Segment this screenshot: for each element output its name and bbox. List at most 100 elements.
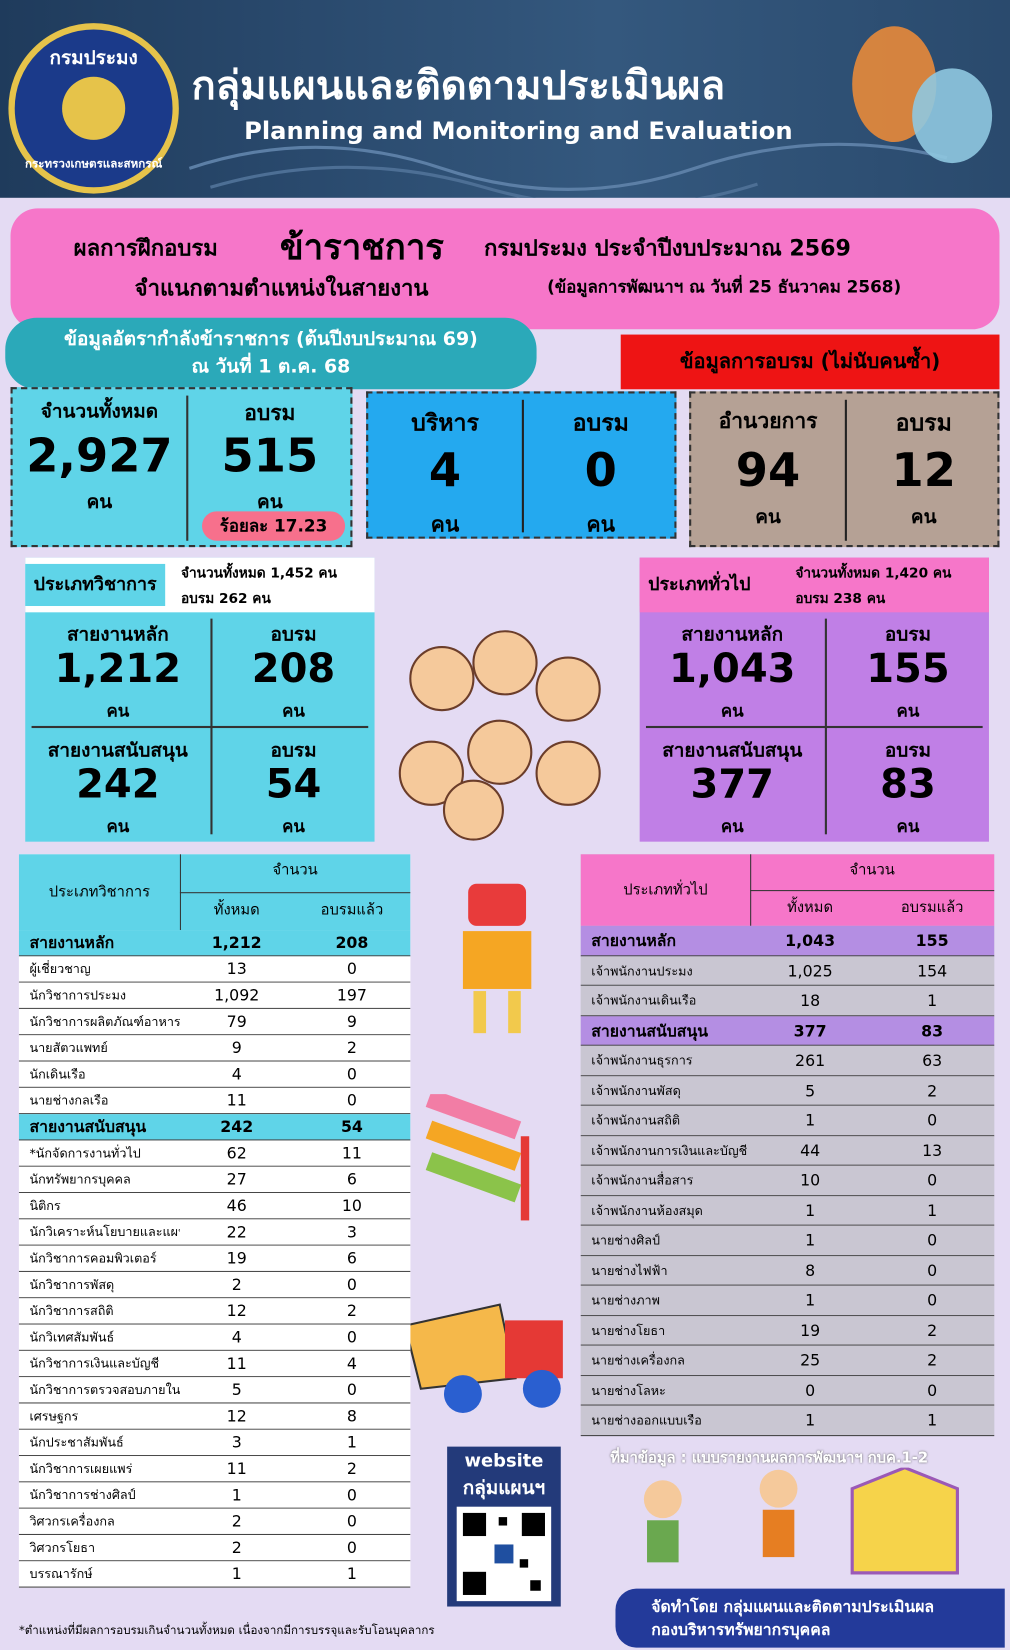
cell-value: 242 [220,1117,254,1137]
cell-label: เจ้าพนักงานประมง [591,963,693,978]
cell-label: อบรม [270,623,317,646]
cell-value: 155 [866,644,950,692]
cell-value: 2 [346,1301,357,1321]
cell-value: 13 [922,1140,943,1160]
cell-label: นักวิชาการช่างศิลป์ [29,1487,136,1503]
table-row: นักทรัพยากรบุคคล 27 6 [18,1166,411,1194]
cell-value: 1,025 [787,961,833,981]
header-trained: อบรมแล้ว [900,899,964,917]
rate-line2: ณ วันที่ 1 ต.ค. 68 [191,355,351,378]
cell-value: 6 [346,1248,357,1268]
table-row: เจ้าพนักงานเดินเรือ 18 1 [580,985,995,1016]
cell-label: วิศวกรโยธา [29,1540,96,1555]
cell-value: 5 [805,1081,816,1100]
unit: คน [755,506,781,529]
unit: คน [720,816,744,837]
cell-value: 62 [226,1143,247,1163]
director-box: อำนวยการ 94 คน อบรม 12 คน [689,391,1000,548]
robot-illustration [462,883,532,1034]
cell-value: 22 [226,1222,247,1242]
cell-value: 2 [927,1320,938,1340]
cell-value: 19 [226,1248,247,1268]
cell-value: 0 [346,1091,357,1110]
cell-label: นายสัตวแพทย์ [29,1040,108,1056]
banner-line2b: (ข้อมูลการพัฒนาฯ ณ วันที่ 25 ธันวาคม 256… [547,276,902,297]
cell-label: สายงานหลัก [29,933,115,953]
cell-value: 2 [231,1275,242,1295]
cell-value: 6 [346,1169,357,1189]
cell-label: นิติกร [29,1198,61,1214]
panel-total: จำนวนทั้งหมด 1,452 คน [180,566,337,582]
cell-label: นักวิชาการเงินและบัญชี [29,1356,160,1371]
cell-value: 63 [922,1051,943,1070]
cell-value: 2 [346,1459,357,1479]
table-row: เจ้าพนักงานประมง 1,025 154 [580,955,995,986]
divider [521,399,524,533]
cell-value: 9 [231,1038,242,1058]
unit: คน [910,506,937,529]
website-label: website [464,1450,544,1472]
qr-code [456,1506,552,1602]
table-row: นักวิชาการพัสดุ 2 0 [18,1271,411,1299]
panel-header: ประเภททั่วไป จำนวนทั้งหมด 1,420 คน อบรม 23… [639,557,989,613]
cell-value: 4 [231,1064,242,1084]
divider [186,395,189,541]
cell-value: 1 [805,1410,816,1430]
cell-label: เจ้าพนักงานพัสดุ [591,1083,681,1098]
cell-label: เจ้าพนักงานธุรการ [591,1053,693,1068]
table-row: เจ้าพนักงานสถิติ 1 0 [580,1105,995,1136]
cell-label: นักวิชาการผลิตภัณฑ์อาหาร [29,1014,180,1029]
truck-illustration [403,1303,563,1413]
panel-trained: อบรม 262 คน [180,591,271,608]
panel-header: ประเภทวิชาการ จำนวนทั้งหมด 1,452 คน อบรม 2… [25,557,375,613]
table-row: นักวิเทศสัมพันธ์ 4 0 [18,1324,411,1351]
cell-value: 1 [346,1432,357,1452]
table-row: สายงานหลัก 1,212 208 [18,930,411,957]
cell-label: นักวิชาการตรวจสอบภายใน [29,1382,180,1398]
cell-value: 1 [346,1564,357,1584]
logo-top: กรมประมง [49,47,138,70]
exec-label: บริหาร [411,410,479,437]
banner-line1c: กรมประมง ประจำปีงบประมาณ 2569 [483,235,851,261]
cell-label: นักวิเคราะห์นโยบายและแผน [29,1224,180,1240]
cell-value: 2 [927,1081,938,1100]
cell-value: 197 [336,985,367,1005]
unit: คน [282,816,305,837]
cell-value: 0 [346,1511,357,1531]
cell-label: สายงานหลัก [591,931,677,951]
banner-line1b: ข้าราชการ [279,226,444,268]
cell-value: 1,212 [211,933,262,953]
logo-emblem [62,76,126,140]
cell-label: เจ้าพนักงานเดินเรือ [591,993,697,1008]
cell-label: เจ้าพนักงานสถิติ [591,1113,681,1128]
table-row: นักประชาสัมพันธ์ 3 1 [18,1429,411,1457]
table-row: นายช่างออกแบบเรือ 1 1 [580,1405,995,1436]
cell-label: สายงานหลัก [66,623,169,646]
header-title: ประเภททั่วไป [623,881,708,899]
unit: คน [896,700,920,721]
table-header: ประเภทวิชาการ จำนวน ทั้งหมด อบรมแล้ว [18,854,411,931]
cell-value: 2 [346,1038,357,1058]
panel-total: จำนวนทั้งหมด 1,420 คน [795,566,952,582]
cell-value: 11 [341,1143,362,1163]
footer: จัดทำโดย กลุ่มแผนและติดตามประเมินผล กองบ… [615,1588,1005,1648]
cell-label: นายช่างภาพ [591,1293,660,1308]
cell-value: 155 [915,931,949,951]
cell-value: 0 [346,1064,357,1084]
cell-value: 1,043 [669,644,796,692]
cell-value: 4 [346,1354,357,1373]
header: กรมประมง กระทรวงเกษตรและสหกรณ์ กลุ่มแผนแ… [0,0,1010,198]
table-row: สายงานสนับสนุน 242 54 [18,1114,411,1141]
cell-value: 13 [226,959,247,979]
table-row: นักเดินเรือ 4 0 [18,1061,411,1088]
cell-value: 3 [231,1432,242,1452]
cell-value: 2 [231,1538,242,1558]
cell-value: 8 [805,1260,816,1280]
total-label: จำนวนทั้งหมด [40,400,159,423]
academic_table: ประเภทวิชาการ จำนวน ทั้งหมด อบรมแล้ว สายงานห… [18,854,411,1588]
cell-label: นายช่างออกแบบเรือ [591,1412,702,1428]
footer-line2: กองบริหารทรัพยากรบุคคล [651,1620,831,1640]
table-row: นายช่างไฟฟ้า 8 0 [580,1255,995,1286]
cell-value: 0 [927,1380,938,1400]
table-row: เศรษฐกร 12 8 [18,1403,411,1430]
